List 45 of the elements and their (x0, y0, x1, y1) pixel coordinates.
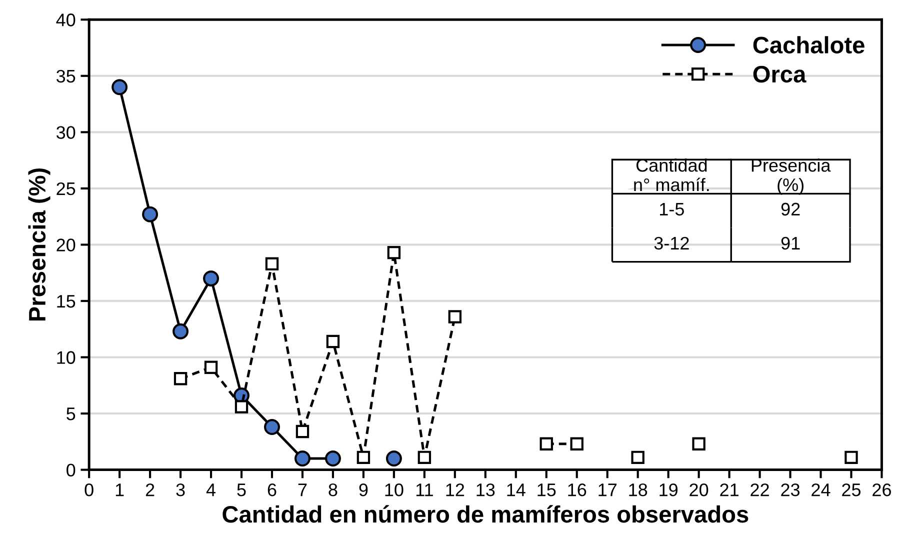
legend-label: Cachalote (753, 36, 864, 54)
y-tick-label: 10 (57, 351, 76, 364)
x-tick-label: 11 (416, 484, 433, 496)
x-tick-label: 21 (720, 483, 738, 496)
x-tick-label: 10 (385, 483, 404, 496)
x-tick-label: 5 (237, 484, 246, 496)
y-tick-label: 25 (56, 182, 76, 196)
y-tick-label: 15 (57, 295, 76, 308)
text: Presencia (%) (752, 158, 831, 195)
x-tick-label: 0 (84, 483, 94, 496)
x-tick-label: 14 (507, 484, 526, 496)
text: 1-5 (660, 202, 684, 216)
x-tick-label: 9 (359, 483, 368, 496)
x-tick-label: 6 (268, 483, 276, 496)
x-tick-label: 20 (690, 483, 708, 496)
y-tick-label: 20 (56, 238, 76, 252)
y-tick-label: 40 (56, 14, 76, 26)
x-tick-label: 2 (146, 483, 154, 496)
x-tick-label: 23 (781, 483, 800, 496)
y-tick-label: 5 (66, 408, 76, 420)
y-tick-label: 0 (66, 464, 76, 477)
y-tick-label: 30 (56, 126, 76, 139)
x-tick-label: 17 (598, 484, 616, 496)
x-tick-label: 25 (842, 483, 861, 496)
x-tick-label: 12 (446, 483, 464, 496)
x-tick-label: 1 (116, 484, 124, 496)
x-tick-label: 8 (328, 483, 338, 496)
x-tick-label: 15 (538, 484, 556, 496)
y-axis-title: Presencia (%) (28, 168, 50, 321)
x-tick-label: 19 (660, 483, 678, 496)
x-tick-label: 24 (812, 483, 830, 496)
x-tick-label: 3 (176, 483, 185, 496)
x-tick-label: 18 (629, 483, 648, 496)
legend-label: Orca (753, 66, 806, 83)
y-tick-label: 35 (56, 70, 76, 83)
text: 92 (781, 202, 800, 216)
x-tick-label: 7 (298, 484, 307, 496)
text: 91 (781, 236, 800, 250)
x-tick-label: 13 (476, 483, 495, 496)
x-tick-label: 16 (568, 483, 586, 496)
x-axis-title: Cantidad en número de mamíferos observados (222, 505, 748, 523)
text: 3-12 (654, 236, 689, 250)
x-tick-label: 4 (206, 484, 216, 496)
x-tick-label: 26 (872, 483, 891, 496)
x-tick-label: 22 (750, 483, 769, 496)
